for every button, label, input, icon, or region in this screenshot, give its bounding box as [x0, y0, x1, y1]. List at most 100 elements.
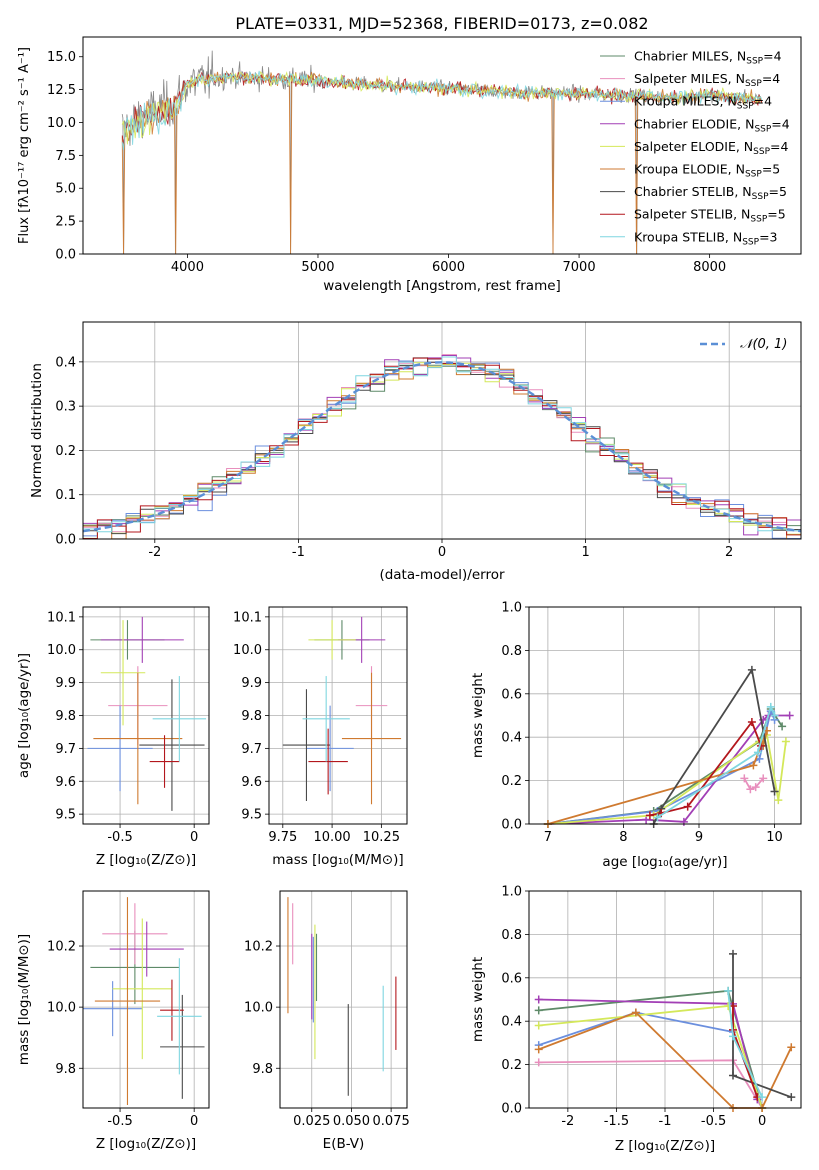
y-axis-label: mass weight — [470, 957, 486, 1042]
mass-weight-marker — [787, 1043, 796, 1052]
y-tick-label: 5.0 — [55, 182, 76, 197]
x-tick-label: -1 — [659, 1114, 672, 1129]
mass-vs-metallicity-panel: -0.5 0 9.8 10.0 10.2 Z [log₁₀(Z/Z⊙)] mass [log… — [16, 890, 210, 1152]
y-tick-label: 9.9 — [55, 676, 76, 691]
y-tick-label: 15.0 — [47, 50, 76, 65]
x-tick-label: 9.75 — [268, 830, 297, 845]
mass-weight-marker — [770, 711, 779, 720]
mass-weight-marker — [683, 802, 692, 811]
mass-weight-marker — [534, 995, 543, 1004]
x-axis-label: wavelength [Angstrom, rest frame] — [323, 278, 561, 294]
x-axis-label: Z [log₁₀(Z/Z⊙)] — [96, 1136, 196, 1152]
x-tick-label: 1 — [581, 545, 589, 560]
x-tick-label: 2 — [725, 545, 733, 560]
y-tick-label: 12.5 — [47, 83, 76, 98]
y-tick-label: 0.0 — [501, 818, 522, 833]
mass-weight-marker — [778, 722, 787, 731]
y-tick-label: 9.7 — [55, 742, 76, 757]
mass-weight-marker — [785, 711, 794, 720]
x-tick-label: 10.25 — [363, 830, 400, 845]
y-tick-label: 10.0 — [233, 643, 262, 658]
x-tick-label: 0 — [190, 830, 198, 845]
y-tick-label: 10.1 — [233, 610, 262, 625]
mass-weight-marker — [631, 1008, 640, 1017]
mass-weight-marker — [724, 986, 733, 995]
y-tick-label: 0.4 — [501, 731, 522, 746]
mass-weight-marker — [729, 1071, 737, 1080]
y-tick-label: 10.0 — [47, 116, 76, 131]
x-tick-label: -1 — [292, 545, 305, 560]
y-tick-label: 9.8 — [252, 1062, 273, 1077]
legend-entry: 𝒩(0, 1) — [740, 337, 787, 352]
y-axis-label: age [log₁₀(age/yr)] — [16, 653, 32, 778]
legend-entry: Salpeter MILES, NSSP=4 — [634, 71, 780, 89]
x-axis-label: (data-model)/error — [379, 567, 505, 583]
x-tick-label: 7 — [544, 830, 552, 845]
model-spectrum-line — [121, 70, 763, 151]
x-tick-label: -1.5 — [604, 1114, 629, 1129]
x-tick-label: -2 — [148, 545, 161, 560]
mass-weight-marker — [534, 1021, 543, 1030]
mass-weight-line — [656, 704, 776, 819]
y-tick-label: 0.0 — [55, 533, 76, 548]
normal-curve — [83, 361, 801, 533]
y-tick-label: 0.2 — [501, 1058, 522, 1073]
mass-weight-marker — [747, 718, 756, 727]
age-vs-mass-panel: 9.75 10.00 10.25 9.5 9.6 9.7 9.8 9.9 10.0 10.1 mas… — [233, 606, 408, 868]
legend-entry: Salpeter STELIB, NSSP=5 — [634, 207, 786, 225]
x-tick-label: 0.025 — [293, 1114, 330, 1129]
x-tick-label: 7000 — [563, 260, 596, 275]
axes-frame — [82, 890, 210, 1109]
mass-weight-marker — [749, 761, 758, 770]
mass-weight-marker — [751, 783, 760, 792]
mass-weight-marker — [787, 1093, 796, 1102]
x-tick-label: 4000 — [171, 260, 204, 275]
y-tick-label: 9.5 — [55, 808, 76, 823]
legend-entry: Kroupa STELIB, NSSP=3 — [634, 229, 778, 247]
y-tick-label: 7.5 — [55, 149, 76, 164]
x-tick-label: 5000 — [301, 260, 334, 275]
mass-weight-vs-age-panel: 7 8 9 10 0.0 0.2 0.4 0.6 0.8 1.0 age [log₁₀(age/yr… — [470, 601, 802, 870]
axes-frame — [82, 36, 802, 255]
mass-weight-marker — [759, 774, 768, 783]
x-tick-label: 0.050 — [333, 1114, 370, 1129]
chart-title: PLATE=0331, MJD=52368, FIBERID=0173, z=0… — [235, 14, 648, 33]
y-tick-label: 9.9 — [241, 676, 262, 691]
y-tick-label: 0.8 — [501, 644, 522, 659]
mass-weight-marker — [534, 1006, 543, 1015]
y-tick-label: 10.1 — [47, 610, 76, 625]
y-tick-label: 9.8 — [241, 709, 262, 724]
y-tick-label: 0.8 — [501, 928, 522, 943]
y-tick-label: 2.5 — [55, 215, 76, 230]
axes-frame — [82, 606, 210, 825]
mass-weight-line — [743, 777, 764, 791]
y-tick-label: 0.0 — [55, 248, 76, 263]
x-axis-label: Z [log₁₀(Z/Z⊙)] — [96, 852, 196, 868]
y-tick-label: 10.0 — [47, 1001, 76, 1016]
x-tick-label: 6000 — [432, 260, 465, 275]
y-tick-label: 10.2 — [47, 940, 76, 955]
y-tick-label: 9.7 — [241, 742, 262, 757]
y-tick-label: 1.0 — [501, 601, 522, 616]
y-tick-label: 0.6 — [501, 971, 522, 986]
age-vs-metallicity-panel: -0.5 0 9.5 9.6 9.7 9.8 9.9 10.0 10.1 Z [log₁₀(Z/Z… — [16, 606, 210, 868]
x-axis-label: mass [log₁₀(M/M⊙)] — [272, 852, 403, 868]
mass-weight-marker — [534, 1045, 543, 1054]
legend-entry: Chabrier STELIB, NSSP=5 — [634, 184, 787, 202]
mass-weight-marker — [729, 949, 737, 958]
mass-weight-marker — [774, 796, 783, 805]
y-tick-label: 10.0 — [244, 1001, 273, 1016]
y-tick-label: 0.2 — [55, 444, 76, 459]
spectrum-lines — [121, 50, 763, 254]
legend-entry: Kroupa ELODIE, NSSP=5 — [634, 162, 780, 180]
y-tick-label: 0.0 — [501, 1102, 522, 1117]
x-tick-label: 10 — [766, 830, 783, 845]
x-tick-label: 0 — [438, 545, 446, 560]
y-tick-label: 9.6 — [55, 775, 76, 790]
legend-entry: Salpeter ELODIE, NSSP=4 — [634, 139, 789, 157]
mass-weight-marker — [642, 815, 651, 824]
y-tick-label: 0.6 — [501, 687, 522, 702]
x-tick-label: -0.5 — [701, 1114, 726, 1129]
mass-weight-marker — [758, 1093, 767, 1102]
